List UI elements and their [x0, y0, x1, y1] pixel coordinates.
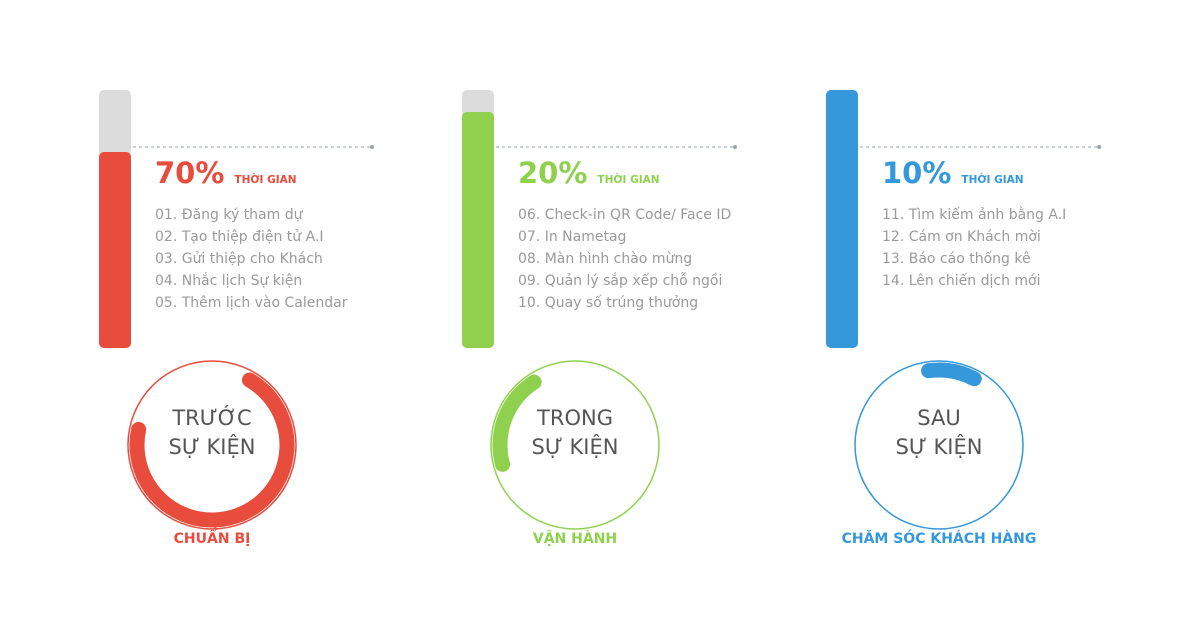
- step-item: 04. Nhắc lịch Sự kiện: [155, 272, 302, 289]
- circle-title: SỰ KIỆN: [169, 434, 256, 459]
- step-item: 03. Gửi thiệp cho Khách: [155, 251, 323, 267]
- step-item: 12. Cám ơn Khách mời: [882, 229, 1041, 245]
- phase-caption: CHUẨN BỊ: [174, 527, 251, 547]
- phase-caption: VẬN HÀNH: [533, 529, 617, 547]
- phase-caption: CHĂM SÓC KHÁCH HÀNG: [842, 529, 1037, 547]
- progress-arc: [129, 372, 295, 528]
- step-item: 01. Đăng ký tham dự: [155, 207, 304, 223]
- percent-label: 10%: [882, 156, 951, 190]
- time-label: THỜI GIAN: [961, 173, 1023, 186]
- step-item: 06. Check-in QR Code/ Face ID: [518, 207, 731, 223]
- progress-arc: [492, 374, 542, 472]
- divider-dot: [1097, 145, 1101, 149]
- step-item: 13. Báo cáo thống kê: [882, 250, 1031, 267]
- step-item: 10. Quay số trúng thưởng: [518, 294, 698, 311]
- circle-title: TRONG: [536, 406, 613, 430]
- circle-title: SỰ KIỆN: [896, 434, 983, 459]
- step-item: 14. Lên chiến dịch mới: [882, 272, 1041, 289]
- circle-title: TRƯỚC: [171, 405, 251, 430]
- circle-title: SỰ KIỆN: [532, 434, 619, 459]
- step-item: 07. In Nametag: [518, 229, 626, 245]
- step-item: 02. Tạo thiệp điện tử A.I: [155, 229, 324, 245]
- progress-arc: [921, 362, 982, 387]
- step-item: 08. Màn hình chào mừng: [518, 251, 692, 267]
- circle-title: SAU: [917, 406, 960, 430]
- bar-fill: [462, 112, 494, 348]
- step-item: 09. Quản lý sắp xếp chỗ ngồi: [518, 272, 722, 289]
- time-label: THỜI GIAN: [597, 173, 659, 186]
- phase-circle: [854, 360, 1024, 530]
- step-item: 11. Tìm kiếm ảnh bằng A.I: [882, 206, 1066, 223]
- phase-circle: [490, 360, 660, 530]
- bar-fill: [826, 90, 858, 348]
- divider-dot: [733, 145, 737, 149]
- step-item: 05. Thêm lịch vào Calendar: [155, 295, 348, 311]
- percent-label: 70%: [155, 156, 224, 190]
- bar-fill: [99, 152, 131, 348]
- percent-label: 20%: [518, 156, 587, 190]
- time-label: THỜI GIAN: [234, 173, 296, 186]
- divider-dot: [370, 145, 374, 149]
- phase-circle: [127, 360, 297, 530]
